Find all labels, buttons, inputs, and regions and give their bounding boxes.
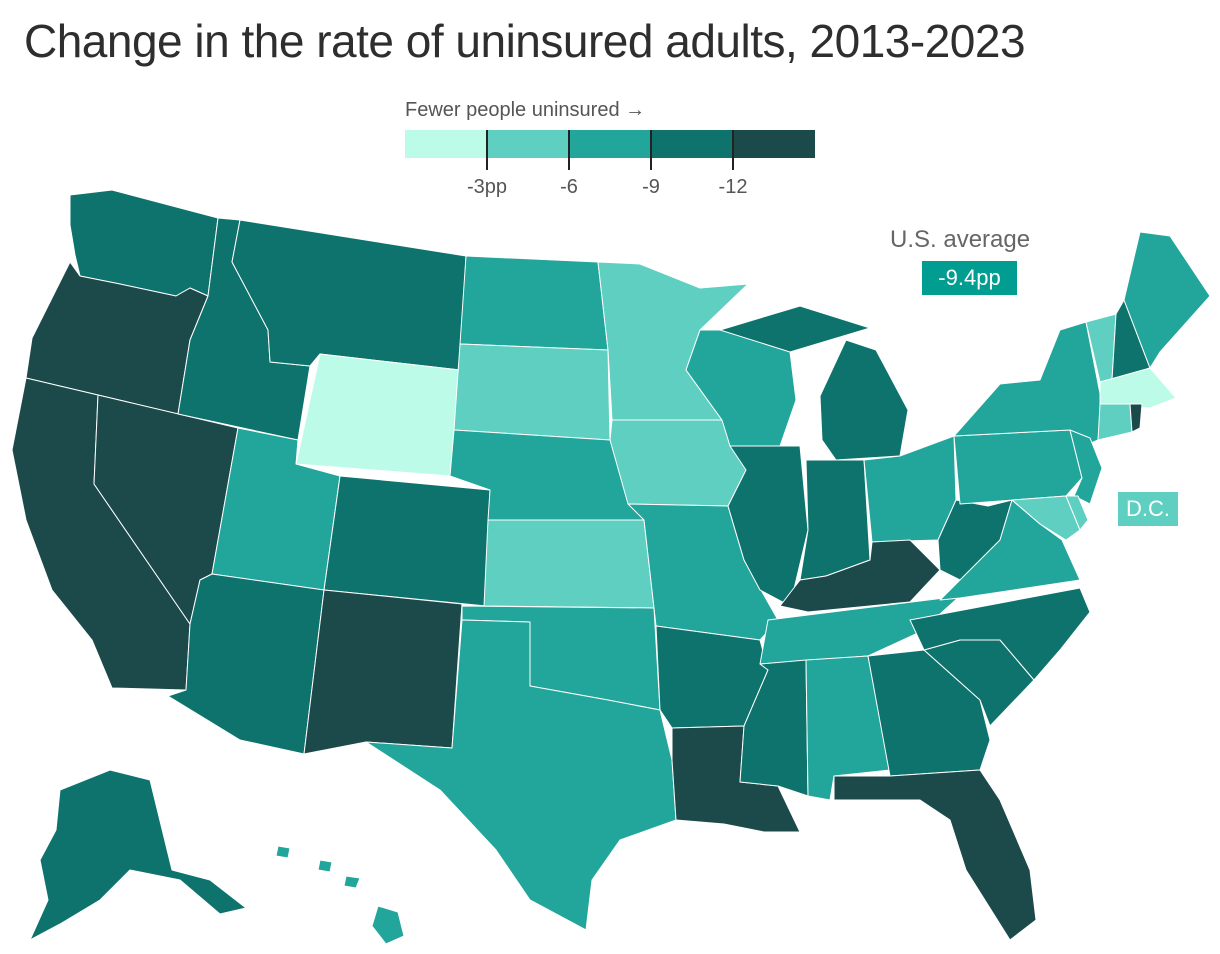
- legend-tick-label: ‑12: [718, 176, 748, 198]
- legend-swatch-0: [405, 130, 487, 158]
- state-south-dakota[interactable]: [453, 343, 611, 441]
- legend-swatch-1: [487, 130, 569, 158]
- state-indiana[interactable]: [799, 459, 871, 581]
- legend-tick: [732, 130, 734, 170]
- legend-tick: [486, 130, 488, 170]
- state-texas[interactable]: [365, 619, 677, 931]
- legend-tick: [568, 130, 570, 170]
- us-average-value: ‑9.4pp: [922, 261, 1017, 295]
- state-michigan[interactable]: [719, 305, 909, 461]
- state-north-dakota[interactable]: [459, 255, 609, 351]
- legend-title: Fewer people uninsured →: [405, 99, 646, 121]
- legend-swatch-3: [651, 130, 733, 158]
- state-massachusetts[interactable]: [1099, 367, 1177, 409]
- state-rhode-island[interactable]: [1129, 403, 1143, 433]
- state-tennessee[interactable]: [759, 595, 961, 665]
- state-kentucky[interactable]: [779, 539, 941, 613]
- state-hawaii[interactable]: [275, 845, 405, 945]
- state-maryland[interactable]: [1011, 495, 1081, 541]
- state-florida[interactable]: [833, 769, 1037, 941]
- state-north-carolina[interactable]: [909, 587, 1091, 681]
- legend-tick-label: ‑3pp: [466, 176, 508, 198]
- color-legend: [405, 130, 815, 158]
- state-wyoming[interactable]: [295, 353, 461, 477]
- state-delaware[interactable]: [1065, 495, 1089, 531]
- state-alaska[interactable]: [29, 769, 247, 941]
- state-new-york[interactable]: [953, 321, 1103, 447]
- state-wisconsin[interactable]: [685, 329, 797, 447]
- state-illinois[interactable]: [727, 445, 809, 607]
- state-pennsylvania[interactable]: [953, 429, 1083, 505]
- state-colorado[interactable]: [323, 475, 491, 607]
- dc-badge: D.C.: [1118, 492, 1178, 526]
- state-connecticut[interactable]: [1097, 403, 1133, 441]
- legend-tick-label: ‑6: [560, 176, 578, 198]
- legend-tick-label: ‑9: [642, 176, 660, 198]
- state-new-mexico[interactable]: [303, 589, 463, 755]
- legend-swatch-2: [569, 130, 651, 158]
- legend-swatch-4: [733, 130, 815, 158]
- state-new-jersey[interactable]: [1069, 429, 1103, 505]
- state-kansas[interactable]: [483, 519, 655, 609]
- legend-tick: [650, 130, 652, 170]
- chart-title: Change in the rate of uninsured adults, …: [24, 15, 1026, 67]
- us-average-label: U.S. average: [890, 226, 1031, 253]
